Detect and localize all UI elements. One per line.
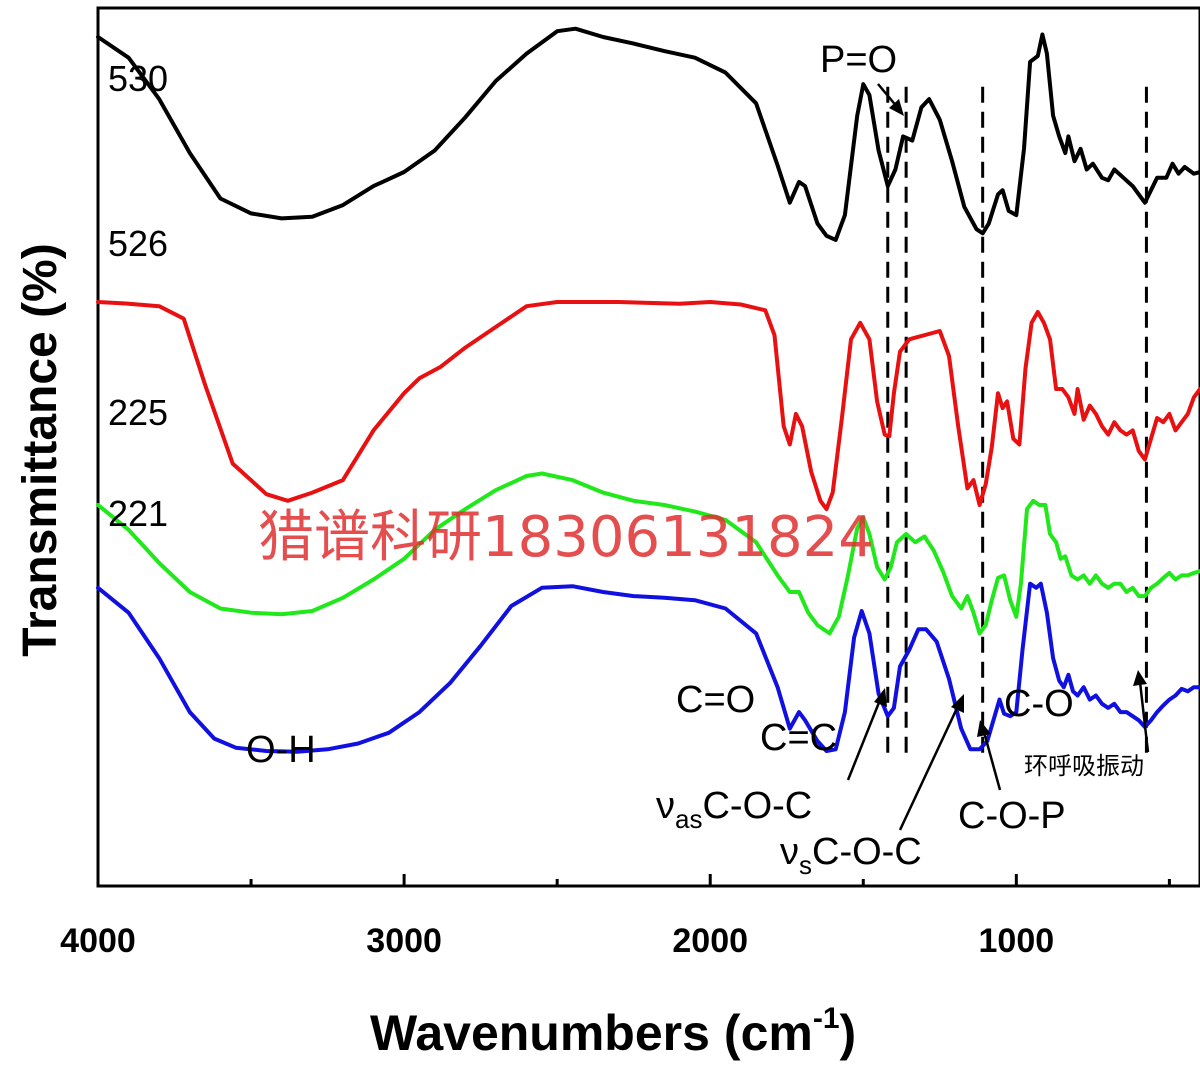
annotation-c-c-double: C=C: [760, 717, 837, 759]
series-line-225: [96, 471, 1200, 636]
annotation-arrows: [846, 83, 1150, 831]
arrow-nu-as: [846, 699, 882, 781]
x-axis-unit-exp: -1: [813, 1002, 840, 1035]
annotation-nu-s-c-o-c: νsC-O-C: [780, 831, 922, 880]
subscript-as: as: [675, 804, 702, 834]
arrow-c-o-p: [982, 731, 1002, 791]
annotation-p-o: P=O: [820, 39, 897, 81]
watermark: 猎谱科研18306131824: [258, 505, 874, 570]
arrow-ring-breathing: [1138, 681, 1150, 753]
series-line-530: [96, 26, 1200, 242]
y-axis-title: Transmittance (%): [14, 243, 67, 656]
annotation-o-h: O-H: [246, 729, 316, 771]
arrowhead-nu-s: [951, 694, 964, 713]
x-axis-unit-open: (cm: [724, 1005, 813, 1061]
x-tick-label-2000: 2000: [672, 922, 748, 960]
arrowhead-c-o-p: [977, 720, 991, 737]
series-lines: [96, 26, 1200, 754]
arrow-nu-s: [898, 705, 960, 831]
annotation-c-o-single: C-O: [1004, 683, 1074, 725]
arrowhead-ring-breathing: [1133, 670, 1147, 686]
plot-frame: [96, 6, 1200, 888]
subscript-s: s: [799, 850, 812, 880]
nu-symbol: ν: [780, 831, 799, 873]
arrowhead-nu-as: [874, 688, 887, 707]
series-label-225: 225: [108, 392, 168, 433]
x-axis-title: Wavenumbers (cm-1): [370, 1002, 856, 1061]
reference-lines: [886, 86, 1148, 754]
nu-symbol: ν: [656, 785, 675, 827]
series-line-526: [96, 300, 1200, 512]
x-axis-ticks: 4000 3000 2000 1000: [60, 874, 1171, 960]
series-line-221: [96, 581, 1200, 754]
arrowhead-p-o: [889, 99, 904, 116]
nu-as-text: C-O-C: [702, 785, 812, 827]
annotation-c-o-p: C-O-P: [958, 795, 1066, 837]
nu-s-text: C-O-C: [812, 831, 922, 873]
annotation-nu-as-c-o-c: νasC-O-C: [656, 785, 812, 834]
x-tick-label-3000: 3000: [366, 922, 442, 960]
series-label-221: 221: [108, 493, 168, 534]
x-axis-title-main: Wavenumbers: [370, 1005, 710, 1061]
annotation-c-o-double: C=O: [676, 679, 755, 721]
annotation-ring-breathing: 环呼吸振动: [1024, 752, 1144, 780]
x-tick-label-4000: 4000: [60, 922, 136, 960]
x-tick-label-1000: 1000: [979, 922, 1055, 960]
series-label-526: 526: [108, 223, 168, 264]
series-label-530: 530: [108, 58, 168, 99]
x-axis-unit-close: ): [840, 1005, 857, 1061]
